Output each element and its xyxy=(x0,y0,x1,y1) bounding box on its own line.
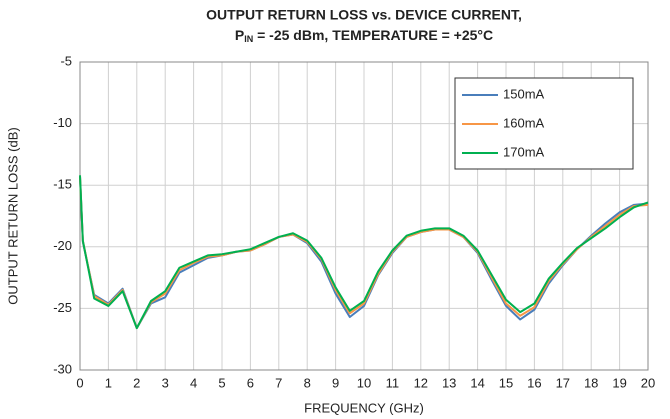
x-tick-label: 8 xyxy=(304,375,311,390)
subtitle-subscript: IN xyxy=(244,34,253,44)
x-tick-label: 13 xyxy=(442,375,456,390)
x-tick-label: 20 xyxy=(641,375,655,390)
x-tick-label: 4 xyxy=(190,375,197,390)
x-tick-label: 10 xyxy=(357,375,371,390)
x-tick-label: 2 xyxy=(133,375,140,390)
x-tick-label: 14 xyxy=(470,375,484,390)
y-axis-label: OUTPUT RETURN LOSS (dB) xyxy=(5,127,20,304)
series-line xyxy=(79,176,649,330)
legend-label: 160mA xyxy=(503,115,545,130)
x-tick-label: 17 xyxy=(556,375,570,390)
legend-label: 170mA xyxy=(503,144,545,159)
chart-title: OUTPUT RETURN LOSS vs. DEVICE CURRENT, xyxy=(206,7,522,23)
x-tick-label: 0 xyxy=(76,375,83,390)
plot-frame xyxy=(79,61,649,371)
y-tick-label: -10 xyxy=(53,115,72,130)
x-tick-label: 15 xyxy=(499,375,513,390)
x-tick-label: 3 xyxy=(162,375,169,390)
x-tick-label: 1 xyxy=(105,375,112,390)
y-tick-label: -15 xyxy=(53,177,72,192)
x-tick-label: 7 xyxy=(275,375,282,390)
subtitle-part: P xyxy=(235,27,244,43)
y-tick-label: -5 xyxy=(60,53,72,68)
x-tick-label: 11 xyxy=(386,375,400,390)
x-axis-label: FREQUENCY (GHz) xyxy=(304,400,424,415)
y-tick-label: -30 xyxy=(53,361,72,376)
x-tick-label: 12 xyxy=(414,375,428,390)
series-line xyxy=(79,176,649,330)
x-tick-label: 19 xyxy=(612,375,626,390)
subtitle-part: = -25 dBm, TEMPERATURE = +25°C xyxy=(253,27,493,43)
x-tick-label: 9 xyxy=(332,375,339,390)
y-tick-label: -20 xyxy=(53,238,72,253)
series-line xyxy=(79,175,649,330)
x-tick-label: 18 xyxy=(584,375,598,390)
legend-label: 150mA xyxy=(503,86,545,101)
y-tick-label: -25 xyxy=(53,300,72,315)
x-tick-label: 16 xyxy=(527,375,541,390)
x-tick-label: 5 xyxy=(218,375,225,390)
x-tick-label: 6 xyxy=(247,375,254,390)
chart-subtitle: PIN = -25 dBm, TEMPERATURE = +25°C xyxy=(235,27,493,45)
legend: 150mA 160mA 170mA xyxy=(454,77,634,170)
